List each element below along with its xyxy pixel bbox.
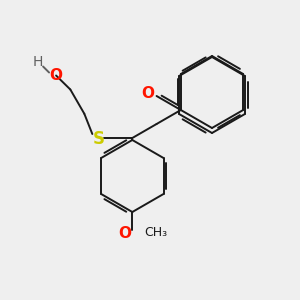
Text: O: O bbox=[118, 226, 131, 241]
Text: H: H bbox=[33, 55, 43, 68]
Text: S: S bbox=[92, 130, 104, 148]
Text: O: O bbox=[141, 86, 154, 101]
Text: O: O bbox=[50, 68, 63, 83]
Text: CH₃: CH₃ bbox=[144, 226, 167, 239]
